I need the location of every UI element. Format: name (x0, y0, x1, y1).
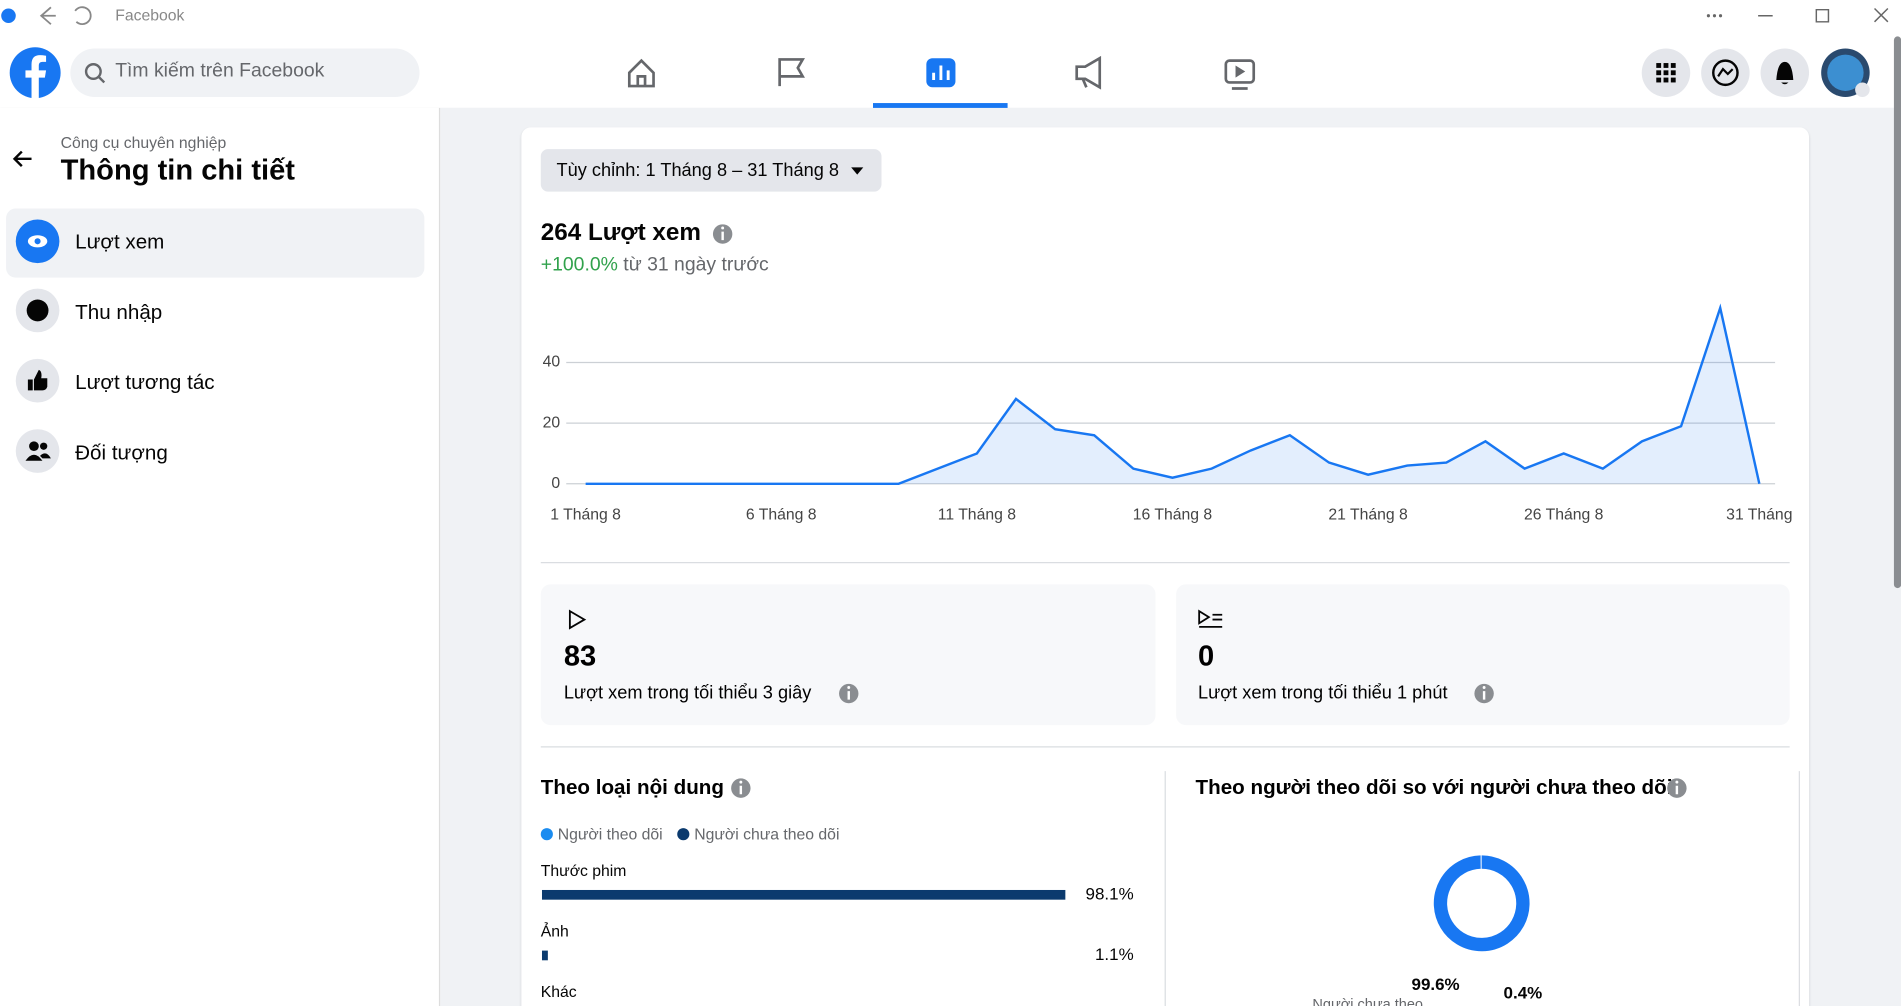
category-label: Khác (541, 984, 577, 1001)
y-tick-label: 40 (543, 354, 561, 371)
headline: 264 Lượt xem (540, 219, 701, 247)
stat-label: Lượt xem trong tối thiểu 1 phút (1197, 682, 1448, 704)
donut-slice (1433, 855, 1530, 952)
stat-value: 0 (1197, 640, 1215, 673)
x-tick-label: 31 Tháng (1726, 506, 1792, 523)
line (585, 303, 1761, 485)
change: +100.0% (540, 254, 618, 276)
section-title: Theo loại nội dung (540, 776, 724, 800)
x-tick-label: 1 Tháng 8 (550, 506, 621, 523)
x-tick-label: 6 Tháng 8 (746, 506, 817, 523)
legend-label: Người chưa theo dõi (694, 827, 839, 844)
menu-item[interactable]: Đối tượng (75, 441, 168, 465)
x-tick-label: 26 Tháng 8 (1524, 506, 1604, 523)
menu-item[interactable]: Lượt tương tác (75, 371, 215, 395)
value-label: 99.6% (1412, 975, 1460, 994)
section-title: Theo người theo dõi so với người chưa th… (1195, 776, 1673, 800)
active-item-bg (6, 208, 425, 278)
value-label: 98.1% (1086, 884, 1134, 903)
menu-item[interactable]: Lượt xem (75, 230, 165, 254)
sidebar-title: Thông tin chi tiết (60, 153, 296, 187)
legend-dot (677, 828, 690, 841)
bar (541, 950, 548, 961)
y-tick-label: 20 (543, 414, 561, 431)
stat-value: 83 (563, 640, 597, 673)
menu-item[interactable]: Thu nhập (75, 300, 163, 324)
category-label: Thước phim (541, 863, 627, 880)
category-label: Ảnh (541, 922, 569, 941)
category-label: Người chưa theo (1312, 997, 1423, 1006)
search-placeholder: Tìm kiếm trên Facebook (115, 60, 325, 82)
value-label: 0.4% (1504, 984, 1543, 1003)
change-line: +100.0% từ 31 ngày trước (541, 255, 769, 277)
search-box[interactable] (70, 48, 420, 97)
date-button[interactable] (540, 149, 882, 192)
legend-dot (540, 828, 553, 841)
value-label: 1.1% (1095, 945, 1134, 964)
y-tick-label: 0 (551, 475, 560, 492)
stat-label: Lượt xem trong tối thiểu 3 giây (563, 682, 812, 704)
x-tick-label: 11 Tháng 8 (938, 506, 1016, 523)
area (585, 307, 1760, 484)
change-note: từ 31 ngày trước (623, 254, 769, 276)
legend-label: Người theo dõi (558, 827, 663, 844)
x-tick-label: 21 Tháng 8 (1328, 506, 1408, 523)
date-filter: Tùy chỉnh: 1 Tháng 8 – 31 Tháng 8 (556, 160, 839, 181)
bar (541, 889, 1066, 900)
scrollbar (1893, 36, 1901, 589)
window-title: Facebook (115, 6, 185, 25)
x-tick-label: 16 Tháng 8 (1133, 506, 1213, 523)
sidebar-subtitle: Công cụ chuyên nghiệp (60, 133, 227, 152)
